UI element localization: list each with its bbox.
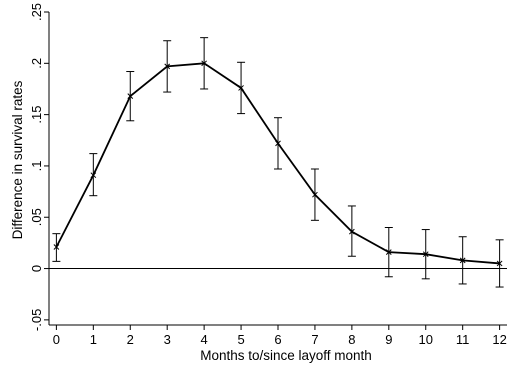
y-tick-label: -.05 — [29, 309, 44, 331]
plot-area — [49, 37, 507, 288]
x-tick-label: 11 — [456, 332, 470, 347]
x-tick-label: 0 — [53, 332, 60, 347]
data-point — [496, 260, 503, 267]
x-tick-label: 5 — [237, 332, 244, 347]
data-point — [422, 251, 429, 258]
data-point-marker-stroke — [90, 172, 97, 179]
data-point-marker-stroke — [312, 191, 318, 198]
data-point-marker-stroke — [385, 249, 392, 255]
data-point-marker-stroke — [459, 257, 466, 264]
y-tick-label: .05 — [29, 208, 44, 226]
data-point-marker-stroke — [127, 93, 134, 100]
x-tick-label: 7 — [311, 332, 318, 347]
x-tick-label: 12 — [492, 332, 506, 347]
data-point — [459, 257, 466, 264]
x-tick-label: 1 — [90, 332, 97, 347]
data-point-marker-stroke — [164, 63, 171, 70]
data-point — [53, 244, 60, 250]
data-point — [312, 191, 318, 198]
y-axis-title: Difference in survival rates — [10, 80, 25, 239]
data-point — [201, 60, 207, 67]
y-tick-label: .1 — [29, 161, 44, 172]
data-point-marker-stroke — [349, 228, 355, 235]
data-point — [164, 63, 171, 70]
x-tick-label: 10 — [419, 332, 433, 347]
x-tick-label: 2 — [127, 332, 134, 347]
data-point — [275, 140, 281, 147]
data-point-marker-stroke — [53, 244, 60, 250]
y-tick-label: .2 — [29, 58, 44, 69]
data-point-marker-stroke — [496, 260, 503, 267]
x-tick-label: 9 — [385, 332, 392, 347]
y-tick-label: .15 — [29, 106, 44, 124]
data-point — [385, 249, 392, 255]
x-axis: 0 1 2 3 4 5 6 7 8 9 10 11 12 — [49, 324, 507, 347]
x-tick-label: 3 — [164, 332, 171, 347]
data-point-marker-stroke — [422, 251, 429, 258]
y-axis: -.05 0 .05 .1 .15 .2 .25 — [29, 3, 50, 331]
data-point — [90, 172, 97, 179]
data-point-marker-stroke — [275, 140, 281, 147]
x-tick-label: 4 — [201, 332, 208, 347]
y-tick-label: .25 — [29, 3, 44, 21]
data-point-marker-stroke — [238, 85, 244, 91]
data-point — [127, 93, 134, 100]
x-tick-label: 6 — [274, 332, 281, 347]
data-point-marker-stroke — [201, 60, 207, 67]
data-point — [238, 85, 244, 91]
data-point — [349, 228, 355, 235]
y-tick-label: 0 — [29, 265, 44, 272]
x-axis-title: Months to/since layoff month — [200, 348, 372, 363]
x-tick-label: 8 — [348, 332, 355, 347]
